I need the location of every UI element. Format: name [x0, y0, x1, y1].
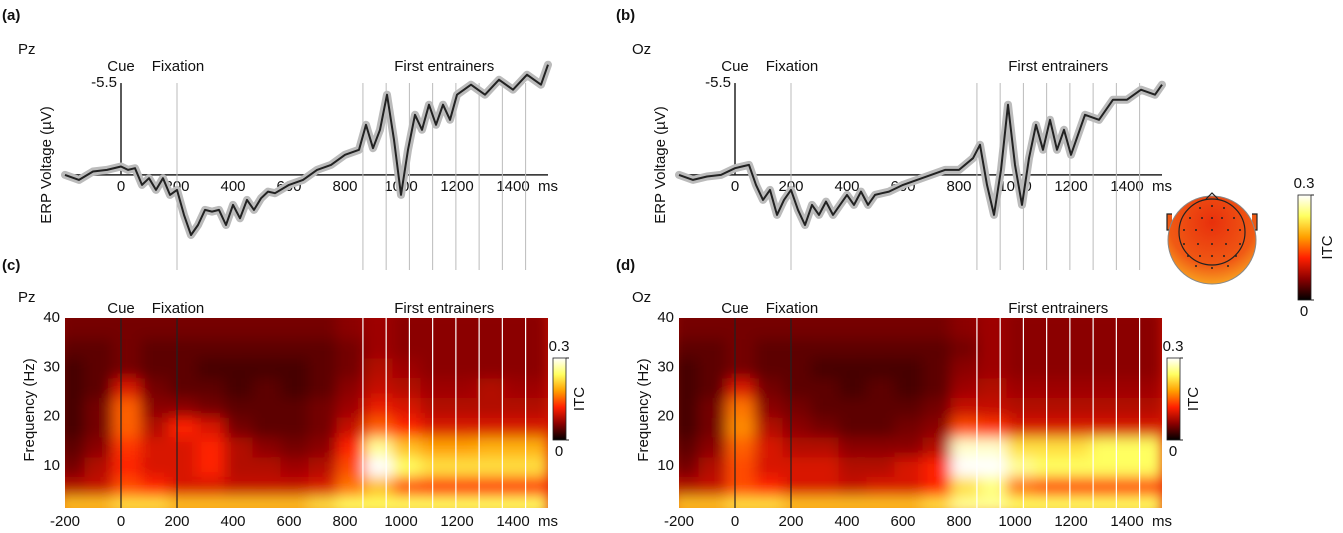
x-tick-label: 1200	[440, 178, 473, 195]
x-unit: ms	[538, 513, 558, 530]
x-tick-label: -200	[50, 513, 80, 530]
colorbar-tick-label: 0	[1169, 443, 1177, 460]
y-axis-label: Frequency (Hz)	[635, 358, 652, 461]
x-tick-label: 400	[834, 178, 859, 195]
y-tick-label: 40	[43, 309, 60, 326]
y-tick-label: -5.5	[705, 74, 731, 91]
heatmap-cell	[504, 318, 548, 339]
colorbar	[552, 357, 567, 441]
x-tick-label: 1000	[998, 513, 1031, 530]
channel-label: Pz	[18, 41, 36, 58]
fixation-label: Fixation	[152, 58, 205, 75]
cue-label: Cue	[721, 300, 749, 317]
fixation-label: Fixation	[766, 300, 819, 317]
heatmap-cells	[65, 318, 548, 508]
y-axis-label: ERP Voltage (µV)	[38, 106, 55, 224]
topomap	[1166, 192, 1258, 285]
x-tick-label: 400	[220, 178, 245, 195]
x-tick-label: 0	[117, 178, 125, 195]
entrainer-label: First entrainers	[394, 300, 494, 317]
x-unit: ms	[1152, 513, 1172, 530]
x-tick-label: 600	[276, 513, 301, 530]
y-tick-label: 40	[657, 309, 674, 326]
x-tick-label: 200	[778, 513, 803, 530]
x-unit: ms	[1152, 178, 1172, 195]
cue-label: Cue	[107, 58, 135, 75]
y-tick-label: -5.5	[91, 74, 117, 91]
y-tick-label: 30	[657, 358, 674, 375]
entrainer-label: First entrainers	[394, 58, 494, 75]
panel-label: (a)	[2, 7, 20, 24]
channel-label: Oz	[632, 289, 651, 306]
y-tick-label: 30	[43, 358, 60, 375]
x-tick-label: 400	[220, 513, 245, 530]
colorbar	[1166, 357, 1181, 441]
colorbar-tick-label: 0.3	[549, 338, 570, 355]
y-tick-label: 10	[43, 457, 60, 474]
colorbar-tick-label: 0.3	[1163, 338, 1184, 355]
error-band	[61, 60, 552, 239]
x-tick-label: 0	[731, 178, 739, 195]
x-tick-label: 800	[946, 178, 971, 195]
heatmap-cells	[679, 318, 1162, 508]
colorbar-tick-label: 0.3	[1294, 175, 1315, 192]
panel-label: (c)	[2, 257, 20, 274]
x-unit: ms	[538, 178, 558, 195]
entrainer-label: First entrainers	[1008, 58, 1108, 75]
y-axis-label: ERP Voltage (µV)	[652, 106, 669, 224]
x-tick-label: 1400	[1110, 513, 1143, 530]
x-tick-label: 1000	[384, 513, 417, 530]
colorbar	[1297, 194, 1312, 301]
x-tick-label: 800	[332, 513, 357, 530]
y-tick-label: 20	[43, 408, 60, 425]
x-tick-label: 0	[731, 513, 739, 530]
y-axis-label: Frequency (Hz)	[21, 358, 38, 461]
x-tick-label: 1400	[496, 513, 529, 530]
panel-label: (b)	[616, 7, 635, 24]
x-tick-label: 600	[890, 513, 915, 530]
entrainer-label: First entrainers	[1008, 300, 1108, 317]
x-tick-label: 400	[834, 513, 859, 530]
fixation-label: Fixation	[152, 300, 205, 317]
fixation-label: Fixation	[766, 58, 819, 75]
colorbar-label: ITC	[1319, 235, 1336, 259]
electrodes	[1183, 205, 1241, 269]
erp-line	[678, 84, 1163, 226]
colorbar-tick-label: 0	[555, 443, 563, 460]
cue-label: Cue	[721, 58, 749, 75]
colorbar-label: ITC	[571, 387, 588, 411]
cue-label: Cue	[107, 300, 135, 317]
heatmap	[65, 318, 548, 508]
x-tick-label: -200	[664, 513, 694, 530]
x-tick-label: 1200	[1054, 178, 1087, 195]
heatmap-cell	[1118, 318, 1162, 339]
error-band	[675, 80, 1166, 229]
x-tick-label: 1200	[440, 513, 473, 530]
x-tick-label: 0	[117, 513, 125, 530]
x-tick-label: 800	[332, 178, 357, 195]
colorbar-label: ITC	[1185, 387, 1202, 411]
channel-label: Pz	[18, 289, 36, 306]
x-tick-label: 1200	[1054, 513, 1087, 530]
x-tick-label: 1400	[1110, 178, 1143, 195]
colorbar-tick-label: 0	[1300, 303, 1308, 320]
panel-label: (d)	[616, 257, 635, 274]
x-tick-label: 800	[946, 513, 971, 530]
heatmap	[679, 318, 1162, 508]
y-tick-label: 20	[657, 408, 674, 425]
y-tick-label: 10	[657, 457, 674, 474]
erp-line	[64, 64, 549, 236]
channel-label: Oz	[632, 41, 651, 58]
x-tick-label: 1400	[496, 178, 529, 195]
x-tick-label: 200	[164, 513, 189, 530]
